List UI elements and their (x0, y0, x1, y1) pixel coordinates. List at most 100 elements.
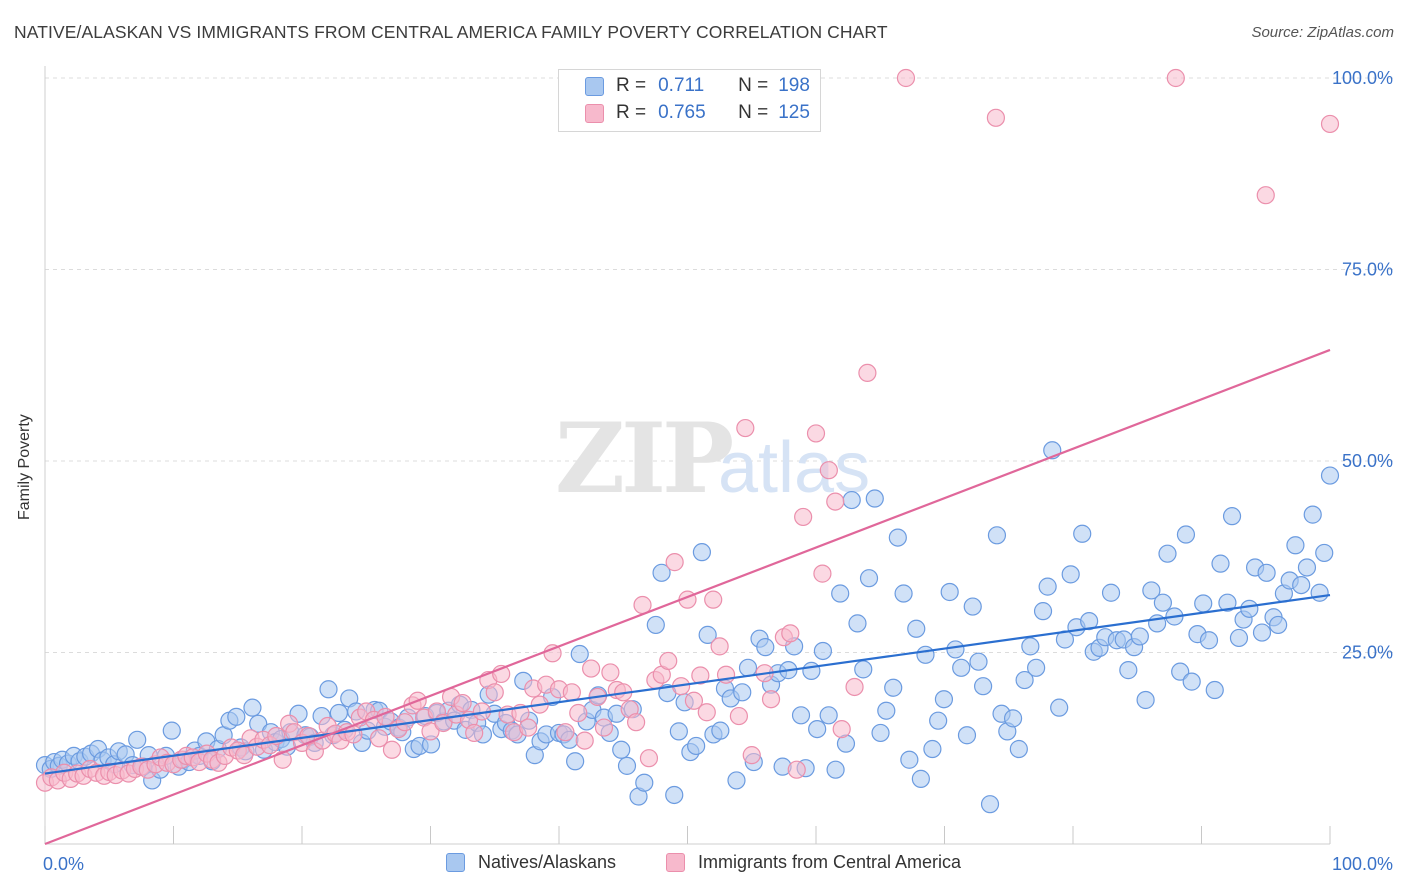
y-tick-label: 25.0% (1342, 643, 1393, 663)
data-point-natives (698, 625, 717, 644)
data-point-natives (1136, 690, 1155, 710)
data-point-natives (957, 726, 977, 745)
data-point-natives (756, 638, 775, 657)
data-point-natives (1009, 739, 1028, 759)
data-point-natives (907, 619, 926, 638)
data-point-natives (1222, 507, 1242, 526)
data-point-natives (1027, 658, 1046, 677)
data-point-natives (617, 756, 637, 775)
gridlines (45, 77, 1395, 653)
data-point-natives (128, 730, 147, 749)
data-point-immigrants (594, 718, 614, 737)
legend-swatch-blue (585, 76, 604, 96)
data-point-natives (871, 723, 890, 743)
data-point-natives (819, 706, 838, 725)
data-point-natives (929, 711, 948, 730)
data-point-natives (980, 795, 1000, 814)
data-point-natives (1015, 670, 1034, 690)
data-point-natives (635, 773, 654, 792)
legend-item-immigrants: Immigrants from Central America (666, 852, 961, 873)
data-point-natives (969, 652, 988, 671)
data-point-natives (652, 563, 671, 582)
legend-r-label: R = (616, 75, 647, 96)
data-point-natives (952, 658, 971, 677)
data-point-immigrants (794, 507, 813, 527)
data-point-natives (946, 640, 965, 659)
data-point-natives (727, 771, 746, 790)
data-point-immigrants (626, 713, 646, 732)
data-point-natives (987, 526, 1007, 545)
data-point-natives (865, 489, 884, 508)
data-point-natives (1286, 536, 1305, 555)
data-point-natives (1252, 623, 1272, 642)
data-point-immigrants (813, 564, 832, 583)
data-point-natives (1297, 558, 1317, 577)
data-point-natives (687, 736, 706, 756)
data-point-natives (884, 678, 903, 697)
data-point-natives (692, 543, 712, 562)
data-point-immigrants (761, 690, 781, 709)
legend-n-value: 198 (778, 75, 810, 96)
y-tick-label: 100.0% (1332, 68, 1393, 88)
data-point-natives (940, 582, 959, 602)
data-point-natives (877, 701, 896, 720)
data-point-natives (900, 750, 919, 769)
y-tick-label: 50.0% (1342, 451, 1393, 471)
data-point-immigrants (382, 740, 402, 759)
data-point-immigrants (370, 729, 389, 748)
data-point-immigrants (729, 706, 749, 726)
source-credit: Source: ZipAtlas.com (1251, 24, 1394, 41)
data-point-natives (813, 641, 833, 661)
data-point-immigrants (556, 723, 575, 742)
x-tick-label: 100.0% (1332, 854, 1393, 874)
legend-swatch-blue (446, 853, 465, 872)
data-point-immigrants (453, 693, 472, 713)
data-point-natives (974, 677, 993, 696)
data-point-natives (894, 584, 913, 603)
data-point-immigrants (659, 651, 678, 671)
data-point-immigrants (819, 461, 838, 480)
correlation-legend: R = 0.711 N = 198 R = 0.765 N = 125 (558, 69, 821, 132)
data-point-immigrants (736, 418, 755, 438)
data-point-natives (1211, 554, 1230, 573)
tick-labels: 25.0% 50.0% 75.0% 100.0% 0.0% 100.0% (43, 68, 1393, 874)
data-point-natives (934, 690, 954, 709)
data-point-natives (888, 528, 907, 547)
data-point-immigrants (1166, 68, 1185, 88)
legend-n-label: N = (738, 75, 769, 96)
series-legend: Natives/Alaskans Immigrants from Central… (0, 852, 1406, 878)
data-point-immigrants (742, 746, 761, 765)
data-point-natives (1292, 575, 1311, 595)
data-point-natives (1320, 466, 1340, 485)
legend-r-value: 0.765 (658, 102, 706, 123)
data-point-natives (566, 752, 585, 771)
data-point-natives (916, 645, 935, 664)
data-point-natives (1101, 583, 1121, 602)
data-point-natives (848, 614, 867, 633)
data-point-natives (249, 714, 268, 733)
data-point-natives (646, 615, 665, 635)
legend-row-natives: R = 0.711 N = 198 (559, 73, 810, 99)
data-point-immigrants (485, 683, 504, 702)
legend-label-natives: Natives/Alaskans (478, 852, 617, 872)
data-point-natives (669, 722, 688, 741)
data-point-natives (842, 490, 861, 510)
data-point-immigrants (562, 683, 581, 702)
data-point-natives (1158, 544, 1177, 563)
data-point-immigrants (665, 553, 684, 572)
data-point-natives (923, 739, 942, 759)
data-point-natives (1199, 631, 1219, 650)
trend-line-natives (44, 593, 1331, 775)
axes (44, 66, 1331, 845)
data-point-immigrants (781, 624, 800, 643)
data-point-immigrants (826, 492, 845, 511)
y-tick-label: 75.0% (1342, 260, 1393, 280)
data-point-immigrants (421, 722, 440, 741)
data-point-natives (1061, 565, 1080, 584)
data-point-natives (1176, 525, 1196, 544)
data-point-natives (831, 584, 850, 603)
data-point-immigrants (787, 760, 806, 779)
data-point-immigrants (986, 108, 1006, 127)
data-point-natives (243, 698, 262, 717)
